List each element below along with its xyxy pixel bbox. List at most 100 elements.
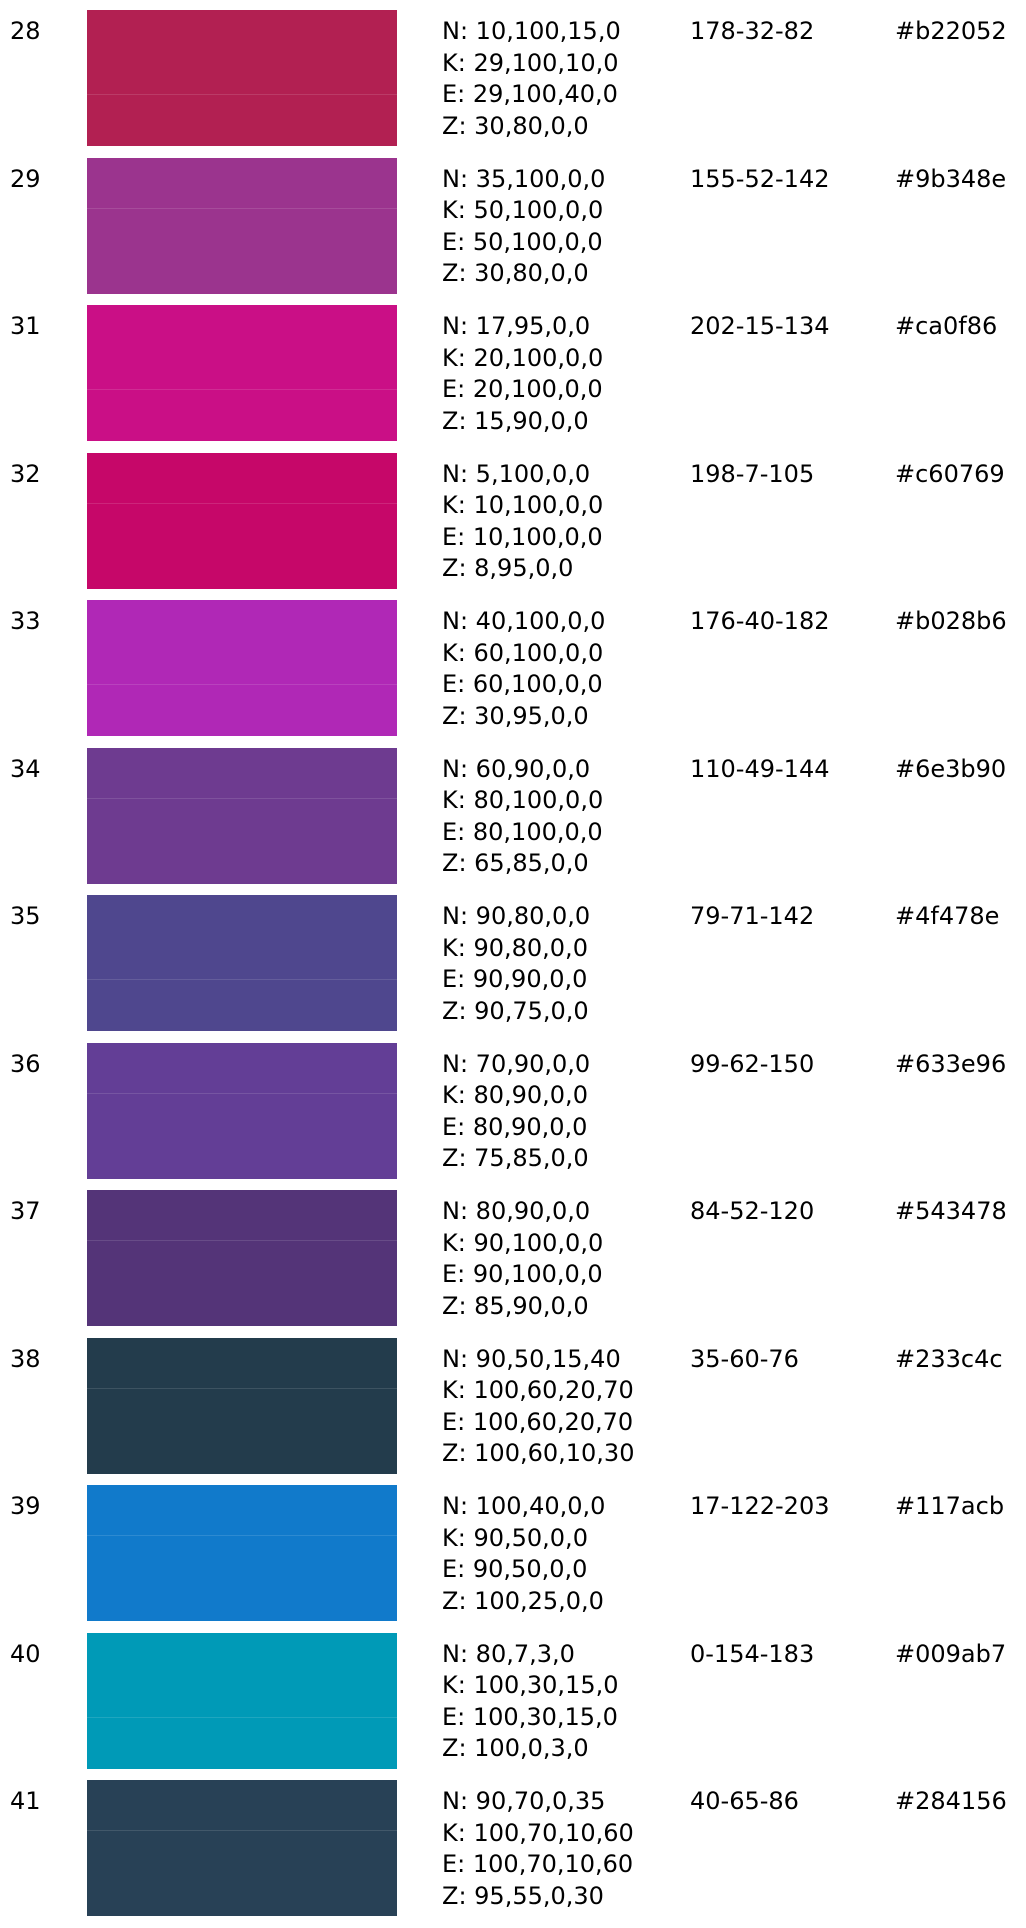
color-swatch xyxy=(87,1042,397,1179)
cmyk-values: N: 60,90,0,0 K: 80,100,0,0 E: 80,100,0,0… xyxy=(442,754,603,880)
color-number: 32 xyxy=(10,459,41,488)
cmyk-z: Z: 8,95,0,0 xyxy=(442,554,574,582)
cmyk-z: Z: 90,75,0,0 xyxy=(442,996,589,1025)
cmyk-z: Z: 30,80,0,0 xyxy=(442,111,589,140)
cmyk-e: E: 10,100,0,0 xyxy=(442,522,603,551)
cmyk-e: E: 60,100,0,0 xyxy=(442,670,603,698)
rgb-value: 202-15-134 xyxy=(690,312,830,340)
color-swatch-list: 28 N: 10,100,15,0 K: 29,100,10,0 E: 29,1… xyxy=(0,10,1026,1928)
color-row: 33 N: 40,100,0,0 K: 60,100,0,0 E: 60,100… xyxy=(0,600,1026,736)
swatch-seam xyxy=(87,1535,397,1536)
cmyk-values: N: 40,100,0,0 K: 60,100,0,0 E: 60,100,0,… xyxy=(442,606,605,732)
cmyk-e: E: 100,70,10,60 xyxy=(442,1850,634,1878)
cmyk-k: K: 20,100,0,0 xyxy=(442,343,604,372)
cmyk-values: N: 100,40,0,0 K: 90,50,0,0 E: 90,50,0,0 … xyxy=(442,1491,605,1617)
color-row: 37 N: 80,90,0,0 K: 90,100,0,0 E: 90,100,… xyxy=(0,1190,1026,1326)
cmyk-values: N: 70,90,0,0 K: 80,90,0,0 E: 80,90,0,0 Z… xyxy=(442,1049,590,1175)
rgb-value: 176-40-182 xyxy=(690,607,830,635)
cmyk-values: N: 5,100,0,0 K: 10,100,0,0 E: 10,100,0,0… xyxy=(442,459,603,585)
swatch-seam xyxy=(87,1830,397,1831)
color-swatch xyxy=(87,305,397,441)
cmyk-k: K: 100,30,15,0 xyxy=(442,1671,619,1699)
color-row: 40 N: 80,7,3,0 K: 100,30,15,0 E: 100,30,… xyxy=(0,1632,1026,1769)
cmyk-k: K: 90,80,0,0 xyxy=(442,933,588,962)
color-swatch xyxy=(87,452,397,589)
cmyk-e: E: 80,90,0,0 xyxy=(442,1112,588,1141)
cmyk-n: N: 10,100,15,0 xyxy=(442,17,621,45)
cmyk-n: N: 40,100,0,0 xyxy=(442,607,606,635)
cmyk-k: K: 10,100,0,0 xyxy=(442,491,604,519)
cmyk-values: N: 90,80,0,0 K: 90,80,0,0 E: 90,90,0,0 Z… xyxy=(442,901,590,1027)
cmyk-k: K: 29,100,10,0 xyxy=(442,48,619,77)
swatch-seam xyxy=(87,797,397,799)
color-swatch xyxy=(87,1337,397,1474)
color-swatch xyxy=(87,1632,397,1769)
cmyk-e: E: 50,100,0,0 xyxy=(442,227,603,256)
color-swatch xyxy=(87,895,397,1031)
rgb-value: 0-154-183 xyxy=(690,1639,815,1668)
cmyk-z: Z: 100,60,10,30 xyxy=(442,1439,635,1467)
rgb-value: 99-62-150 xyxy=(690,1049,815,1078)
hex-value: #633e96 xyxy=(895,1049,1007,1078)
cmyk-e: E: 90,90,0,0 xyxy=(442,965,588,993)
rgb-value: 198-7-105 xyxy=(690,459,815,488)
cmyk-z: Z: 100,0,3,0 xyxy=(442,1734,589,1762)
hex-value: #233c4c xyxy=(895,1344,1003,1373)
hex-value: #284156 xyxy=(895,1787,1007,1815)
cmyk-n: N: 60,90,0,0 xyxy=(442,754,591,783)
rgb-value: 35-60-76 xyxy=(690,1344,799,1373)
swatch-seam xyxy=(87,1716,397,1718)
cmyk-z: Z: 30,95,0,0 xyxy=(442,701,589,730)
hex-value: #009ab7 xyxy=(895,1639,1007,1668)
cmyk-n: N: 5,100,0,0 xyxy=(442,459,591,488)
color-number: 29 xyxy=(10,164,41,193)
cmyk-z: Z: 75,85,0,0 xyxy=(442,1144,589,1172)
color-number: 31 xyxy=(10,312,41,340)
hex-value: #9b348e xyxy=(895,164,1007,193)
rgb-value: 84-52-120 xyxy=(690,1197,815,1225)
rgb-value: 79-71-142 xyxy=(690,902,815,930)
swatch-seam xyxy=(87,684,397,685)
color-swatch xyxy=(87,1485,397,1621)
color-number: 34 xyxy=(10,754,41,783)
color-row: 41 N: 90,70,0,35 K: 100,70,10,60 E: 100,… xyxy=(0,1780,1026,1916)
hex-value: #6e3b90 xyxy=(895,754,1007,783)
rgb-value: 178-32-82 xyxy=(690,17,815,45)
cmyk-z: Z: 15,90,0,0 xyxy=(442,406,589,435)
color-row: 39 N: 100,40,0,0 K: 90,50,0,0 E: 90,50,0… xyxy=(0,1485,1026,1621)
cmyk-n: N: 100,40,0,0 xyxy=(442,1492,606,1520)
cmyk-z: Z: 100,25,0,0 xyxy=(442,1586,604,1615)
cmyk-e: E: 20,100,0,0 xyxy=(442,375,603,403)
hex-value: #ca0f86 xyxy=(895,312,998,340)
color-number: 40 xyxy=(10,1639,41,1668)
swatch-seam xyxy=(87,1387,397,1389)
cmyk-n: N: 80,7,3,0 xyxy=(442,1639,575,1668)
color-number: 38 xyxy=(10,1344,41,1373)
swatch-seam xyxy=(87,1092,397,1094)
color-swatch xyxy=(87,747,397,884)
cmyk-n: N: 80,90,0,0 xyxy=(442,1197,591,1225)
color-row: 38 N: 90,50,15,40 K: 100,60,20,70 E: 100… xyxy=(0,1337,1026,1474)
cmyk-n: N: 90,70,0,35 xyxy=(442,1787,606,1815)
cmyk-n: N: 17,95,0,0 xyxy=(442,312,591,340)
cmyk-e: E: 90,100,0,0 xyxy=(442,1260,603,1288)
cmyk-values: N: 90,50,15,40 K: 100,60,20,70 E: 100,60… xyxy=(442,1344,634,1470)
cmyk-z: Z: 85,90,0,0 xyxy=(442,1291,589,1320)
hex-value: #117acb xyxy=(895,1492,1005,1520)
cmyk-n: N: 90,80,0,0 xyxy=(442,902,591,930)
cmyk-k: K: 50,100,0,0 xyxy=(442,196,604,224)
color-row: 32 N: 5,100,0,0 K: 10,100,0,0 E: 10,100,… xyxy=(0,452,1026,589)
color-swatch xyxy=(87,1780,397,1916)
cmyk-values: N: 10,100,15,0 K: 29,100,10,0 E: 29,100,… xyxy=(442,16,621,142)
cmyk-e: E: 29,100,40,0 xyxy=(442,80,618,108)
cmyk-values: N: 35,100,0,0 K: 50,100,0,0 E: 50,100,0,… xyxy=(442,164,605,290)
color-number: 28 xyxy=(10,17,41,45)
cmyk-e: E: 100,60,20,70 xyxy=(442,1407,634,1436)
cmyk-k: K: 100,70,10,60 xyxy=(442,1818,634,1847)
cmyk-e: E: 90,50,0,0 xyxy=(442,1555,588,1583)
swatch-seam xyxy=(87,207,397,209)
rgb-value: 155-52-142 xyxy=(690,164,830,193)
cmyk-values: N: 80,90,0,0 K: 90,100,0,0 E: 90,100,0,0… xyxy=(442,1196,603,1322)
color-row: 36 N: 70,90,0,0 K: 80,90,0,0 E: 80,90,0,… xyxy=(0,1042,1026,1179)
cmyk-values: N: 80,7,3,0 K: 100,30,15,0 E: 100,30,15,… xyxy=(442,1639,619,1765)
